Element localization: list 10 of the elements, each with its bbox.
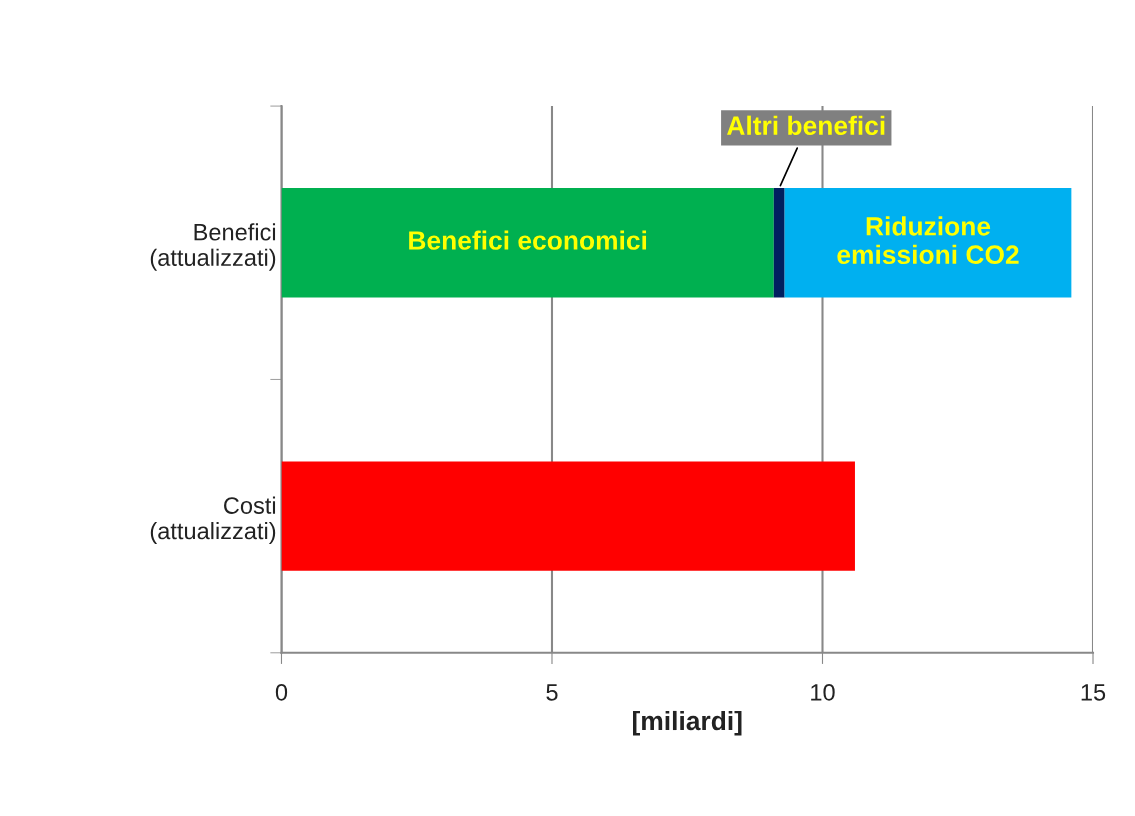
x-tick-label: 10 — [811, 683, 835, 701]
x-axis-title: [miliardi] — [633, 710, 742, 736]
series-label: Riduzione emissioni CO2 — [837, 216, 1019, 265]
x-tick-label: 15 — [1081, 684, 1106, 701]
x-tick-label: 0 — [275, 683, 288, 701]
y-tick-label: Benefici (attualizzati) — [150, 223, 276, 271]
series-label: Benefici economici — [409, 230, 647, 250]
text: Altri benefici — [727, 115, 885, 136]
y-tick-label: Costi (attualizzati) — [150, 496, 276, 544]
x-tick-label: 5 — [546, 684, 558, 701]
